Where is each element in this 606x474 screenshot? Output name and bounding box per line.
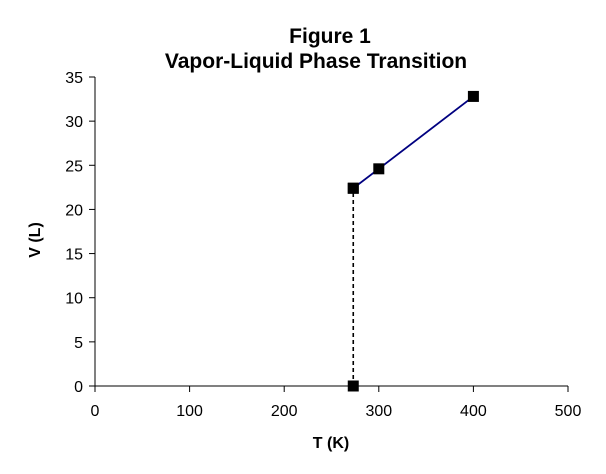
y-tick-label: 0 (74, 379, 83, 396)
chart-title-line-1: Figure 1 (289, 25, 371, 48)
x-tick-label: 100 (176, 403, 203, 420)
y-tick-label: 20 (65, 202, 83, 219)
y-tick-label: 30 (65, 114, 83, 131)
x-axis-label: T (K) (313, 435, 349, 452)
data-point-marker (373, 163, 384, 174)
x-tick-label: 400 (460, 403, 487, 420)
y-tick-label: 15 (65, 247, 83, 264)
y-tick-label: 10 (65, 291, 83, 308)
y-tick-label: 25 (65, 158, 83, 175)
x-tick-label: 500 (555, 403, 582, 420)
data-point-marker (348, 381, 359, 392)
y-tick-label: 35 (65, 70, 83, 87)
y-tick-label: 5 (74, 335, 83, 352)
x-tick-label: 0 (91, 403, 100, 420)
data-point-marker (348, 183, 359, 194)
data-point-marker (468, 91, 479, 102)
chart-title-line-2: Vapor-Liquid Phase Transition (165, 50, 467, 73)
x-tick-label: 200 (271, 403, 298, 420)
x-tick-label: 300 (365, 403, 392, 420)
y-axis-label: V (L) (27, 222, 44, 258)
